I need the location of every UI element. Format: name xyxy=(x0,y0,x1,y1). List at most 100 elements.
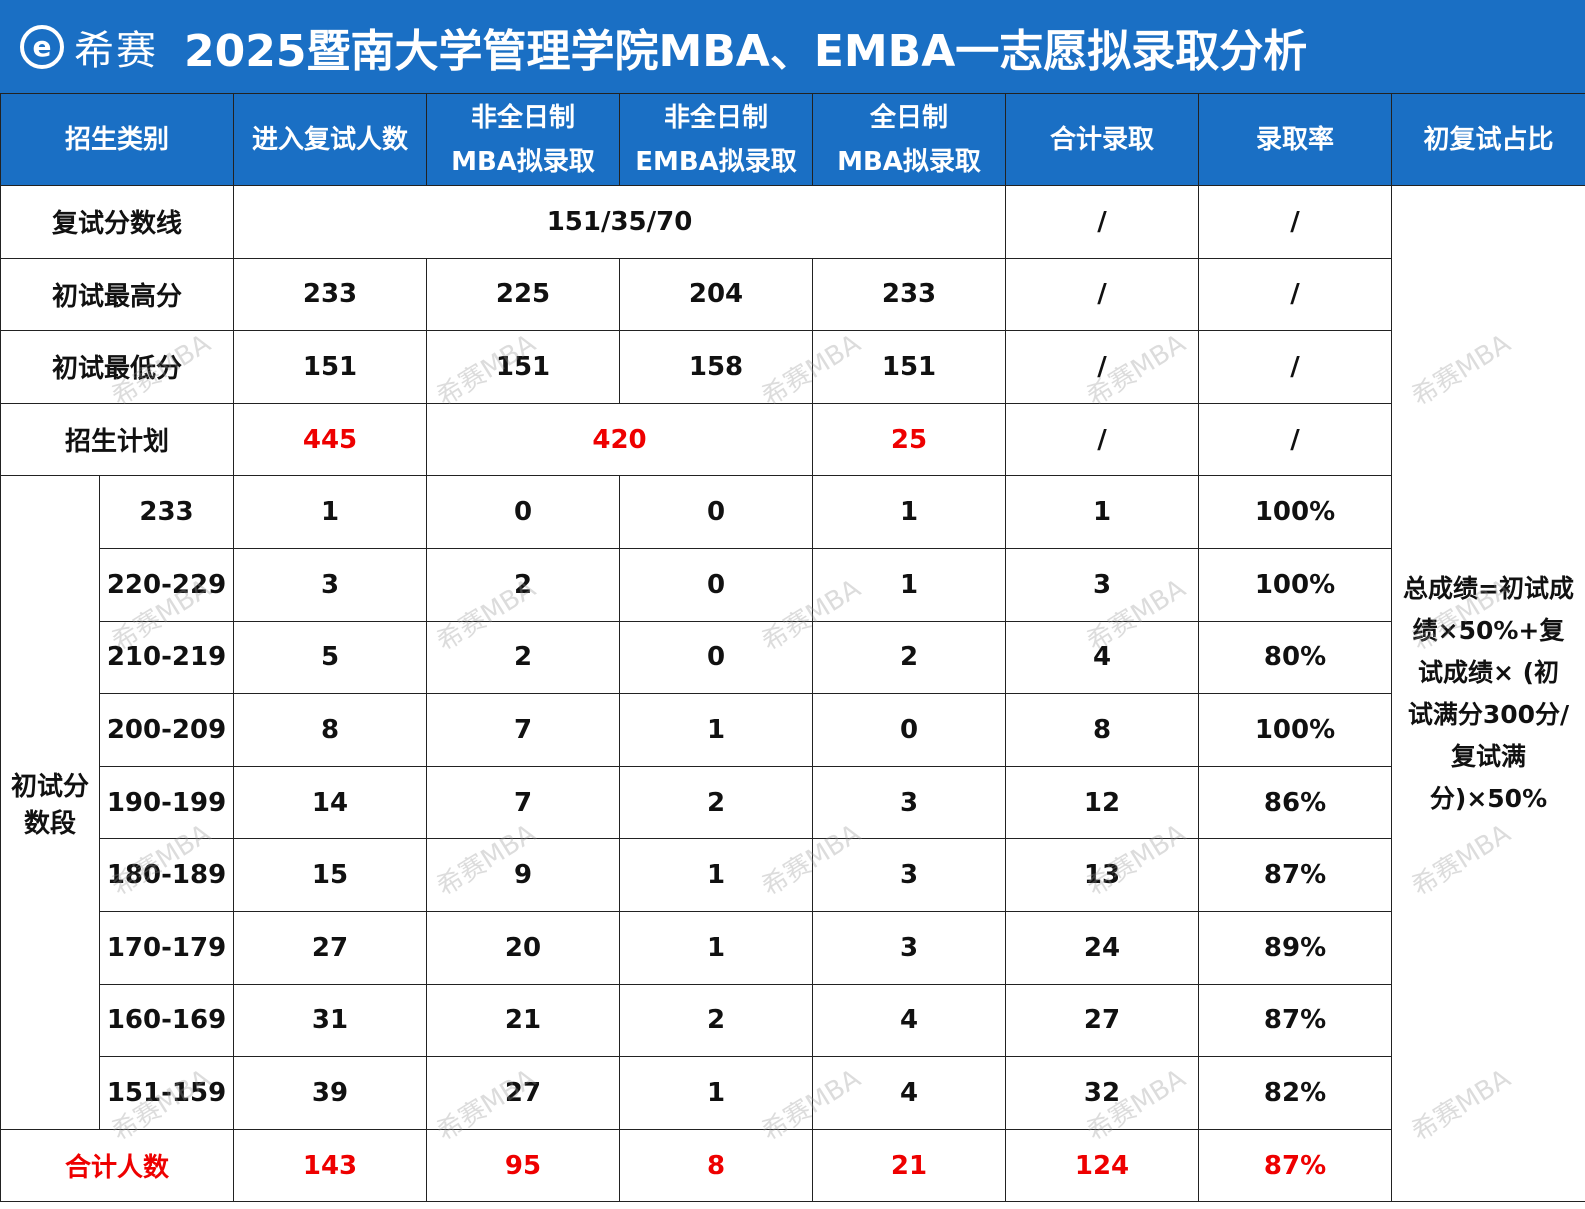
band-range: 190-199 xyxy=(98,765,235,840)
cell-rate: 87% xyxy=(1198,838,1393,912)
logo-icon: e xyxy=(20,24,64,69)
cell-pt-emba: 0 xyxy=(619,620,814,695)
cell-pt-mba: 21 xyxy=(426,983,621,1058)
col-header-pt-emba-line1: 非全日制 xyxy=(664,102,769,133)
band-row: 151-159 39 27 1 4 32 82% xyxy=(1,1056,1585,1130)
cell-pt-emba: 0 xyxy=(619,547,814,622)
row-min: 初试最低分 151 151 158 151 / / xyxy=(0,330,1585,404)
formula-line: 总成绩=初试成 xyxy=(1403,573,1574,603)
cell-pt-mba: 7 xyxy=(426,693,621,767)
cell-pt-mba: 0 xyxy=(426,475,621,549)
band-group-label-line2: 数段 xyxy=(23,808,76,839)
cell-ft-mba: 3 xyxy=(812,765,1007,840)
logo-text: 希赛 xyxy=(74,27,158,74)
row-label: 招生计划 xyxy=(0,402,235,477)
cell-ft-mba: 3 xyxy=(812,838,1007,912)
col-header-pt-mba: 非全日制 MBA拟录取 xyxy=(426,93,621,186)
cell-ft-mba: 233 xyxy=(812,257,1007,332)
admission-table: 招生类别 进入复试人数 非全日制 MBA拟录取 非全日制 EMBA拟录取 全日制 MB… xyxy=(0,93,1585,1203)
band-row: 180-189 15 9 1 3 13 87% xyxy=(1,838,1585,912)
cell-rate: 100% xyxy=(1198,547,1393,622)
cell-total: / xyxy=(1005,402,1200,477)
cell-total: / xyxy=(1005,330,1200,404)
cell-pt-mba: 225 xyxy=(426,257,621,332)
cell-rate: 87% xyxy=(1198,983,1393,1058)
formula-line: 试满分300分/ xyxy=(1407,699,1570,729)
band-group-label: 初试分 数段 xyxy=(0,475,100,1130)
cell-total: 12 xyxy=(1005,765,1200,840)
cell-ft-mba: 1 xyxy=(812,475,1007,549)
cell-ft-mba: 25 xyxy=(812,402,1007,477)
cell-rate: 82% xyxy=(1198,1056,1393,1130)
cell-retest: 1 xyxy=(233,475,428,549)
cell-rate: 89% xyxy=(1198,910,1393,985)
row-plan: 招生计划 445 420 25 / / xyxy=(0,402,1585,477)
cell-pt-emba: 158 xyxy=(619,330,814,404)
cell-pt-emba: 1 xyxy=(619,693,814,767)
cell-ft-mba: 151 xyxy=(812,330,1007,404)
cell-retest: 31 xyxy=(233,983,428,1058)
cell-pt-mba: 95 xyxy=(426,1128,621,1203)
cell-total: 13 xyxy=(1005,838,1200,912)
cell-pt-mba: 2 xyxy=(426,547,621,622)
cell-total: / xyxy=(1005,185,1200,259)
cell-pt-mba: 20 xyxy=(426,910,621,985)
col-header-total-admit: 合计录取 xyxy=(1005,93,1200,186)
cell-retest: 27 xyxy=(233,910,428,985)
band-range: 210-219 xyxy=(98,620,235,695)
logo: e 希赛 xyxy=(20,18,158,76)
cell-ft-mba: 0 xyxy=(812,693,1007,767)
cell-rate: 86% xyxy=(1198,765,1393,840)
cell-retest: 151 xyxy=(233,330,428,404)
cell-rate: / xyxy=(1198,257,1393,332)
cell-ft-mba: 4 xyxy=(812,1056,1007,1130)
cell-ft-mba: 2 xyxy=(812,620,1007,695)
cell-rate: 80% xyxy=(1198,620,1393,695)
band-range: 160-169 xyxy=(98,983,235,1058)
band-range: 233 xyxy=(98,475,235,549)
band-range: 170-179 xyxy=(98,910,235,985)
band-row: 220-229 3 2 0 1 3 100% xyxy=(1,547,1585,622)
cell-total: 8 xyxy=(1005,693,1200,767)
formula-line: 绩×50%+复 xyxy=(1412,615,1565,645)
cell-total: 24 xyxy=(1005,910,1200,985)
cell-rate: 100% xyxy=(1198,693,1393,767)
cell-retest: 3 xyxy=(233,547,428,622)
col-header-ft-mba-line1: 全日制 xyxy=(870,102,949,133)
cell-total: 1 xyxy=(1005,475,1200,549)
cell-retest: 5 xyxy=(233,620,428,695)
cell-pt-mba: 9 xyxy=(426,838,621,912)
row-cutoff: 复试分数线 151/35/70 / / 总成绩=初试成 绩×50%+复 试成绩× (… xyxy=(0,184,1585,1203)
cell-retest: 14 xyxy=(233,765,428,840)
cell-pt-mba: 151 xyxy=(426,330,621,404)
cell-part-time-plan: 420 xyxy=(426,402,814,477)
totals-row: 合计人数 143 95 8 21 124 87% xyxy=(0,1128,1585,1203)
cell-pt-emba: 2 xyxy=(619,983,814,1058)
cell-retest: 15 xyxy=(233,838,428,912)
cell-retest: 445 xyxy=(233,402,428,477)
cell-total: 4 xyxy=(1005,620,1200,695)
formula-line: 试成绩× (初 xyxy=(1417,657,1560,687)
col-header-category: 招生类别 xyxy=(0,93,235,186)
band-row: 210-219 5 2 0 2 4 80% xyxy=(1,620,1585,695)
cell-total: 32 xyxy=(1005,1056,1200,1130)
cell-rate: 100% xyxy=(1198,475,1393,549)
col-header-pt-mba-line2: MBA拟录取 xyxy=(451,146,595,177)
cell-pt-emba: 2 xyxy=(619,765,814,840)
cell-pt-emba: 204 xyxy=(619,257,814,332)
cell-retest: 39 xyxy=(233,1056,428,1130)
cell-rate: / xyxy=(1198,185,1393,259)
cell-total: 27 xyxy=(1005,983,1200,1058)
col-header-pt-emba-line2: EMBA拟录取 xyxy=(635,146,797,177)
cell-total: / xyxy=(1005,257,1200,332)
row-max: 初试最高分 233 225 204 233 / / xyxy=(0,257,1585,332)
cell-pt-mba: 2 xyxy=(426,620,621,695)
formula-cell: 总成绩=初试成 绩×50%+复 试成绩× (初 试满分300分/复试满 分)×50% xyxy=(1391,184,1585,1203)
band-row: 200-209 8 7 1 0 8 100% xyxy=(1,693,1585,767)
cell-rate: 87% xyxy=(1198,1128,1393,1203)
cell-total: 124 xyxy=(1005,1128,1200,1203)
col-header-ft-mba-line2: MBA拟录取 xyxy=(837,146,981,177)
col-header-ratio: 初复试占比 xyxy=(1391,93,1585,186)
cell-ft-mba: 4 xyxy=(812,983,1007,1058)
cell-ft-mba: 21 xyxy=(812,1128,1007,1203)
